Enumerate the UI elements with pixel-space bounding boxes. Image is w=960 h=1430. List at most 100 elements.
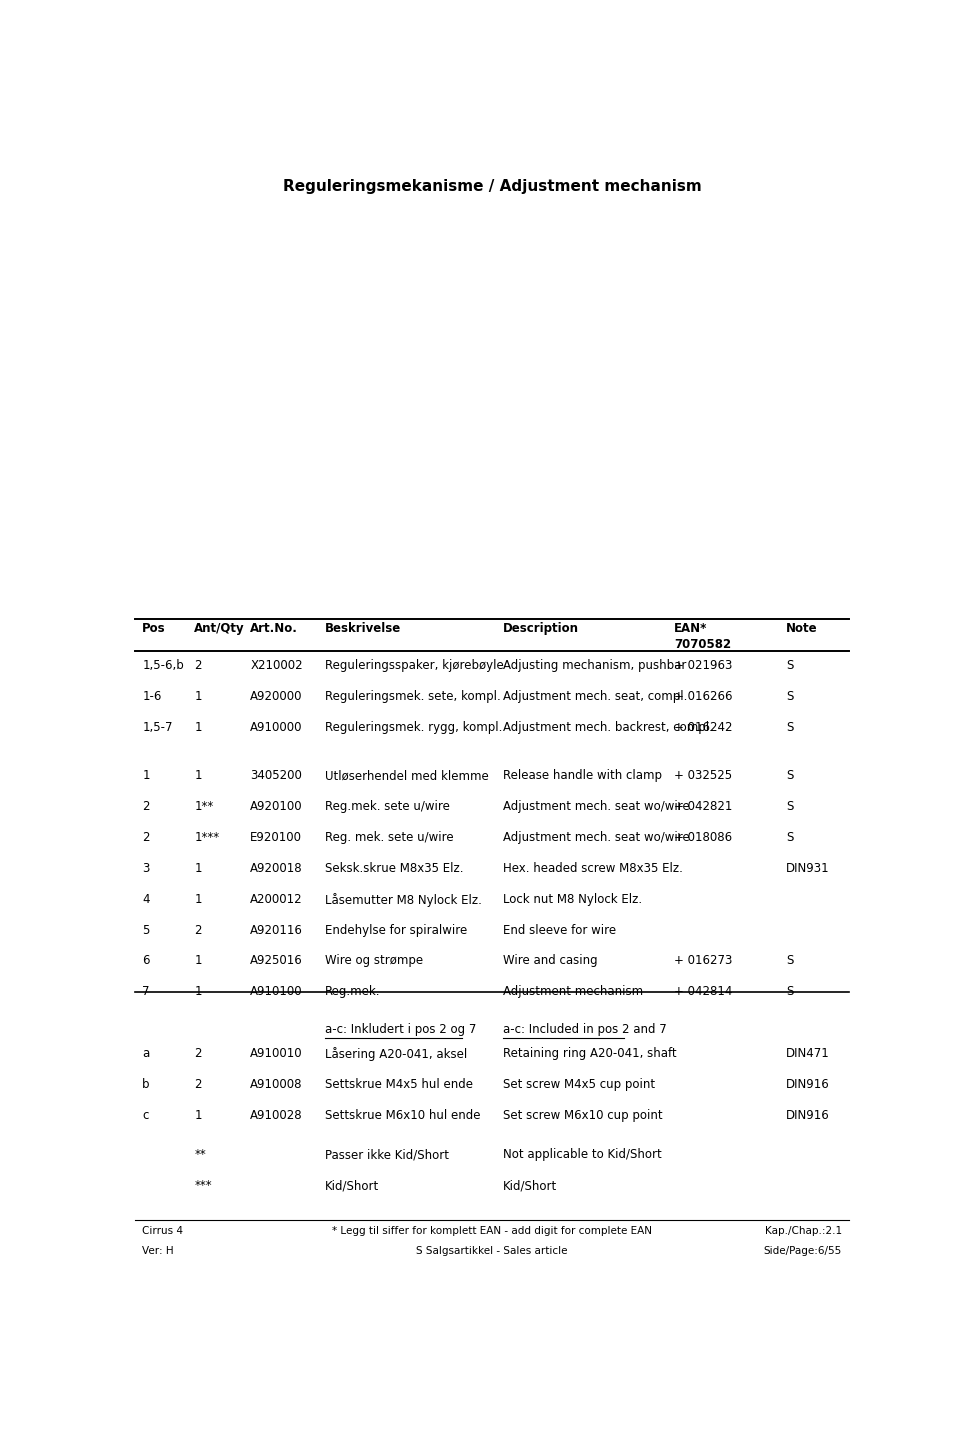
Text: + 018086: + 018086: [674, 831, 732, 844]
Text: S: S: [786, 801, 793, 814]
Text: **: **: [194, 1148, 206, 1161]
Text: 1: 1: [194, 769, 202, 782]
Text: E920100: E920100: [251, 831, 302, 844]
Text: Lock nut M8 Nylock Elz.: Lock nut M8 Nylock Elz.: [503, 892, 642, 905]
Text: a-c: Inkludert i pos 2 og 7: a-c: Inkludert i pos 2 og 7: [324, 1022, 476, 1035]
Text: Settskrue M6x10 hul ende: Settskrue M6x10 hul ende: [324, 1108, 480, 1121]
Text: Wire og strømpe: Wire og strømpe: [324, 954, 422, 968]
Text: c: c: [142, 1108, 149, 1121]
Text: a-c: Included in pos 2 and 7: a-c: Included in pos 2 and 7: [503, 1022, 667, 1035]
Text: S: S: [786, 659, 793, 672]
Text: 1,5-6,b: 1,5-6,b: [142, 659, 184, 672]
Text: ***: ***: [194, 1180, 212, 1193]
Text: + 032525: + 032525: [674, 769, 732, 782]
Text: 3405200: 3405200: [251, 769, 302, 782]
Text: Kid/Short: Kid/Short: [503, 1180, 558, 1193]
Text: Side/Page:6/55: Side/Page:6/55: [763, 1247, 842, 1257]
Text: Adjustment mechanism: Adjustment mechanism: [503, 985, 643, 998]
Text: 1,5-7: 1,5-7: [142, 721, 173, 734]
Text: 2: 2: [194, 924, 202, 937]
Text: X210002: X210002: [251, 659, 302, 672]
Text: Reg.mek. sete u/wire: Reg.mek. sete u/wire: [324, 801, 449, 814]
Text: Settskrue M4x5 hul ende: Settskrue M4x5 hul ende: [324, 1078, 472, 1091]
Text: 2: 2: [194, 1078, 202, 1091]
Text: A925016: A925016: [251, 954, 303, 968]
Text: Not applicable to Kid/Short: Not applicable to Kid/Short: [503, 1148, 661, 1161]
Text: Pos: Pos: [142, 622, 166, 635]
Text: 1: 1: [194, 721, 202, 734]
Text: A910010: A910010: [251, 1047, 302, 1060]
Text: * Legg til siffer for komplett EAN - add digit for complete EAN: * Legg til siffer for komplett EAN - add…: [332, 1227, 652, 1237]
Text: Passer ikke Kid/Short: Passer ikke Kid/Short: [324, 1148, 448, 1161]
Text: S: S: [786, 985, 793, 998]
Text: 7070582: 7070582: [674, 638, 732, 652]
Text: DIN471: DIN471: [786, 1047, 829, 1060]
Text: Kap./Chap.:2.1: Kap./Chap.:2.1: [764, 1227, 842, 1237]
Text: 1**: 1**: [194, 801, 214, 814]
Text: S: S: [786, 954, 793, 968]
Text: b: b: [142, 1078, 150, 1091]
Text: S: S: [786, 721, 793, 734]
Text: 4: 4: [142, 892, 150, 905]
Text: Hex. headed screw M8x35 Elz.: Hex. headed screw M8x35 Elz.: [503, 862, 683, 875]
Text: DIN931: DIN931: [786, 862, 829, 875]
Text: Ant/Qty: Ant/Qty: [194, 622, 245, 635]
Text: 1: 1: [142, 769, 150, 782]
Text: Set screw M6x10 cup point: Set screw M6x10 cup point: [503, 1108, 662, 1121]
Text: 3: 3: [142, 862, 150, 875]
Text: 2: 2: [142, 801, 150, 814]
Text: S Salgsartikkel - Sales article: S Salgsartikkel - Sales article: [417, 1247, 567, 1257]
Text: Kid/Short: Kid/Short: [324, 1180, 379, 1193]
Text: A920018: A920018: [251, 862, 302, 875]
Text: S: S: [786, 769, 793, 782]
Text: S: S: [786, 831, 793, 844]
Text: Låsering A20-041, aksel: Låsering A20-041, aksel: [324, 1047, 467, 1061]
Text: + 042821: + 042821: [674, 801, 732, 814]
Text: 1: 1: [194, 691, 202, 704]
Text: Description: Description: [503, 622, 579, 635]
Text: Adjustment mech. seat, compl.: Adjustment mech. seat, compl.: [503, 691, 687, 704]
Text: Beskrivelse: Beskrivelse: [324, 622, 401, 635]
Text: Reguleringsmek. rygg, kompl.: Reguleringsmek. rygg, kompl.: [324, 721, 502, 734]
Text: A910028: A910028: [251, 1108, 302, 1121]
Text: Adjustment mech. backrest, compl.: Adjustment mech. backrest, compl.: [503, 721, 713, 734]
Text: 1: 1: [194, 1108, 202, 1121]
Text: 6: 6: [142, 954, 150, 968]
Text: 2: 2: [194, 1047, 202, 1060]
Text: Adjustment mech. seat wo/wire: Adjustment mech. seat wo/wire: [503, 831, 690, 844]
Text: 1: 1: [194, 892, 202, 905]
Text: A920000: A920000: [251, 691, 302, 704]
Text: 5: 5: [142, 924, 150, 937]
Text: Adjustment mech. seat wo/wire: Adjustment mech. seat wo/wire: [503, 801, 690, 814]
Text: Retaining ring A20-041, shaft: Retaining ring A20-041, shaft: [503, 1047, 677, 1060]
Text: Note: Note: [786, 622, 818, 635]
Text: a: a: [142, 1047, 150, 1060]
Text: Cirrus 4: Cirrus 4: [142, 1227, 183, 1237]
Text: 1***: 1***: [194, 831, 220, 844]
Text: A920100: A920100: [251, 801, 302, 814]
Text: 1: 1: [194, 862, 202, 875]
Text: A910008: A910008: [251, 1078, 302, 1091]
Text: DIN916: DIN916: [786, 1108, 829, 1121]
Text: 2: 2: [194, 659, 202, 672]
Text: Reg.mek.: Reg.mek.: [324, 985, 380, 998]
Text: Wire and casing: Wire and casing: [503, 954, 598, 968]
Text: DIN916: DIN916: [786, 1078, 829, 1091]
Text: Art.No.: Art.No.: [251, 622, 298, 635]
Text: Reguleringsmek. sete, kompl.: Reguleringsmek. sete, kompl.: [324, 691, 500, 704]
Text: Utløserhendel med klemme: Utløserhendel med klemme: [324, 769, 489, 782]
Text: 7: 7: [142, 985, 150, 998]
Text: Endehylse for spiralwire: Endehylse for spiralwire: [324, 924, 467, 937]
Text: Adjusting mechanism, pushbar: Adjusting mechanism, pushbar: [503, 659, 686, 672]
Text: + 016266: + 016266: [674, 691, 732, 704]
Text: 1-6: 1-6: [142, 691, 161, 704]
Text: Set screw M4x5 cup point: Set screw M4x5 cup point: [503, 1078, 656, 1091]
Text: A910100: A910100: [251, 985, 302, 998]
Text: + 021963: + 021963: [674, 659, 732, 672]
Text: 2: 2: [142, 831, 150, 844]
Text: A920116: A920116: [251, 924, 303, 937]
Text: Reguleringsmekanisme / Adjustment mechanism: Reguleringsmekanisme / Adjustment mechan…: [282, 179, 702, 194]
Text: Låsemutter M8 Nylock Elz.: Låsemutter M8 Nylock Elz.: [324, 892, 482, 907]
Text: + 016273: + 016273: [674, 954, 732, 968]
Text: + 016242: + 016242: [674, 721, 732, 734]
